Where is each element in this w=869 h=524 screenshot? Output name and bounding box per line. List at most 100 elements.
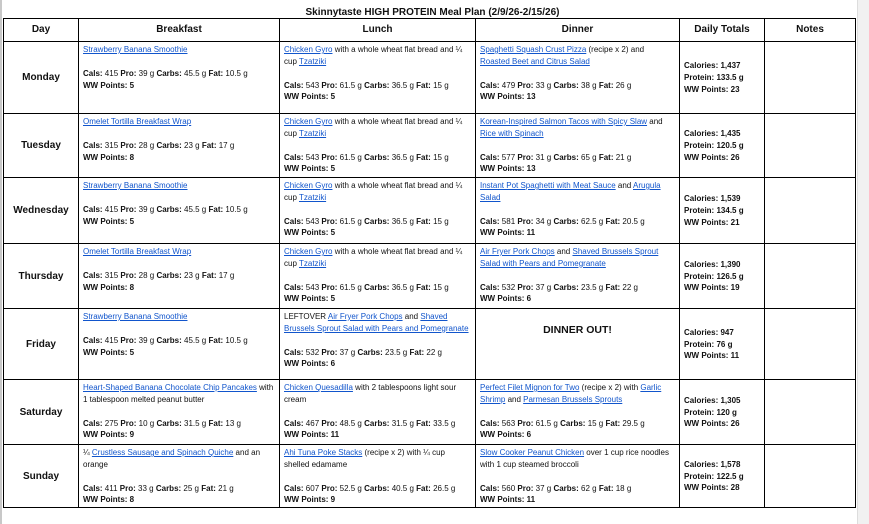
- notes-cell[interactable]: [764, 379, 856, 445]
- stat-label-fat: Fat:: [605, 418, 621, 428]
- breakfast-cell: Strawberry Banana Smoothie Cals: 415 Pro:…: [78, 41, 280, 114]
- stat-label-carbs: Carbs:: [364, 152, 390, 162]
- stat-value-pro: 61.5 g: [535, 418, 558, 428]
- meal-text: and: [554, 247, 573, 256]
- recipe-link[interactable]: Tzatziki: [298, 192, 327, 202]
- stat-value-cals: 607: [305, 483, 320, 493]
- meal-stats: Cals: 560 Pro: 37 g Carbs: 62 g Fat: 18 …: [480, 483, 675, 507]
- notes-cell[interactable]: [764, 308, 856, 380]
- meal-text: and: [615, 181, 633, 190]
- meal-description: Strawberry Banana Smoothie: [83, 180, 275, 192]
- stat-value-cals: 543: [305, 216, 320, 226]
- meal-text: and an orange: [83, 448, 261, 469]
- total-label-protein: Protein:: [684, 471, 715, 481]
- recipe-link[interactable]: Heart-Shaped Banana Chocolate Chip Panca…: [83, 383, 257, 392]
- recipe-link[interactable]: Chicken Gyro: [284, 247, 333, 256]
- stat-value-cals: 411: [104, 483, 118, 493]
- recipe-link[interactable]: Chicken Quesadilla: [284, 383, 353, 392]
- daily-totals-cell: Calories: 1,305 Protein: 120 g WW Points: …: [679, 379, 765, 445]
- recipe-link[interactable]: Perfect Filet Mignon for Two: [480, 383, 580, 392]
- stat-value-fat: 18 g: [615, 483, 632, 493]
- breakfast-cell: Strawberry Banana Smoothie Cals: 415 Pro:…: [78, 308, 280, 380]
- stat-label-pro: Pro:: [120, 68, 137, 78]
- recipe-link[interactable]: Shaved Brussels Sprout Salad with Pears …: [480, 247, 659, 268]
- recipe-link[interactable]: Parmesan Brussels Sprouts: [523, 394, 623, 404]
- stat-value-ww: 5: [330, 92, 336, 102]
- recipe-link[interactable]: Rice with Spinach: [480, 128, 544, 138]
- recipe-link[interactable]: Strawberry Banana Smoothie: [83, 181, 188, 190]
- recipe-link[interactable]: Spaghetti Squash Crust Pizza: [480, 45, 587, 54]
- header-breakfast: Breakfast: [78, 18, 280, 42]
- stat-label-cals: Cals:: [480, 152, 500, 162]
- stat-value-fat: 33.5 g: [433, 418, 456, 428]
- stat-label-fat: Fat:: [208, 204, 224, 214]
- day-cell: Sunday: [3, 443, 79, 509]
- recipe-link[interactable]: Chicken Gyro: [284, 181, 333, 190]
- daily-totals-cell: Calories: 1,390 Protein: 126.5 g WW Points…: [679, 243, 765, 309]
- recipe-link[interactable]: Tzatziki: [298, 258, 327, 268]
- total-label-ww: WW Points:: [684, 419, 729, 429]
- recipe-link[interactable]: Roasted Beet and Citrus Salad: [480, 56, 590, 66]
- recipe-link[interactable]: Shaved Brussels Sprout Salad with Pears …: [284, 312, 469, 333]
- stat-value-pro: 31 g: [535, 152, 552, 162]
- stat-value-cals: 577: [501, 152, 516, 162]
- stat-value-carbs: 23 g: [184, 270, 200, 280]
- stat-label-cals: Cals:: [284, 483, 304, 493]
- stat-label-pro: Pro:: [321, 80, 338, 90]
- recipe-link[interactable]: Omelet Tortilla Breakfast Wrap: [83, 117, 192, 126]
- stat-label-cals: Cals:: [83, 335, 103, 345]
- recipe-link[interactable]: Strawberry Banana Smoothie: [83, 312, 188, 321]
- stat-label-carbs: Carbs:: [155, 483, 182, 493]
- recipe-link[interactable]: Korean-Inspired Salmon Tacos with Spicy …: [480, 117, 648, 126]
- stat-label-fat: Fat:: [208, 68, 224, 78]
- recipe-link[interactable]: Chicken Gyro: [284, 117, 333, 126]
- meal-description: ¼ Crustless Sausage and Spinach Quiche a…: [83, 447, 275, 471]
- stat-label-carbs: Carbs:: [156, 418, 182, 428]
- lunch-cell: Chicken Quesadilla with 2 tablespoons li…: [279, 379, 476, 445]
- table-row: Thursday Omelet Tortilla Breakfast Wrap Ca…: [3, 243, 856, 309]
- stat-value-pro: 37 g: [535, 483, 552, 493]
- recipe-link[interactable]: Tzatziki: [298, 56, 327, 66]
- total-value-calories: 1,435: [720, 129, 741, 139]
- recipe-link[interactable]: Chicken Gyro: [284, 45, 333, 54]
- stat-label-carbs: Carbs:: [156, 68, 182, 78]
- notes-cell[interactable]: [764, 113, 856, 178]
- recipe-link[interactable]: Omelet Tortilla Breakfast Wrap: [83, 247, 192, 256]
- recipe-link[interactable]: Slow Cooker Peanut Chicken: [480, 448, 585, 457]
- stat-label-cals: Cals:: [480, 483, 500, 493]
- stat-value-fat: 21 g: [615, 152, 632, 162]
- notes-cell[interactable]: [764, 443, 856, 509]
- stat-label-carbs: Carbs:: [364, 282, 390, 292]
- recipe-link[interactable]: Strawberry Banana Smoothie: [83, 45, 188, 54]
- stat-label-cals: Cals:: [480, 80, 500, 90]
- dinner-cell: Instant Pot Spaghetti with Meat Sauce an…: [475, 177, 680, 244]
- header-daily-totals: Daily Totals: [679, 18, 765, 42]
- meal-stats: Cals: 532 Pro: 37 g Carbs: 23.5 g Fat: 2…: [480, 282, 675, 306]
- recipe-link[interactable]: Air Fryer Pork Chops: [327, 312, 403, 321]
- stat-label-cals: Cals:: [284, 347, 304, 357]
- stat-label-ww: WW Points:: [83, 495, 128, 505]
- stat-value-pro: 33 g: [138, 483, 154, 493]
- recipe-link[interactable]: Air Fryer Pork Chops: [480, 247, 555, 256]
- notes-cell[interactable]: [764, 41, 856, 114]
- stat-label-carbs: Carbs:: [553, 80, 579, 90]
- total-label-calories: Calories:: [684, 327, 719, 337]
- stat-label-cals: Cals:: [284, 282, 304, 292]
- total-value-protein: 122.5 g: [716, 471, 744, 481]
- meal-text: ¼: [83, 448, 92, 457]
- recipe-link[interactable]: Crustless Sausage and Spinach Quiche: [91, 448, 234, 457]
- stat-value-fat: 10.5 g: [225, 68, 248, 78]
- total-label-calories: Calories:: [684, 459, 719, 469]
- stat-value-carbs: 65 g: [581, 152, 597, 162]
- recipe-link[interactable]: Ahi Tuna Poke Stacks: [284, 448, 363, 457]
- stat-value-pro: 61.5 g: [339, 152, 362, 162]
- recipe-link[interactable]: Garlic Shrimp: [480, 383, 662, 404]
- recipe-link[interactable]: Tzatziki: [298, 128, 327, 138]
- stat-value-carbs: 38 g: [581, 80, 597, 90]
- notes-cell[interactable]: [764, 177, 856, 244]
- recipe-link[interactable]: Instant Pot Spaghetti with Meat Sauce: [480, 181, 616, 190]
- recipe-link[interactable]: Arugula Salad: [480, 181, 661, 202]
- scrollbar[interactable]: [857, 0, 869, 524]
- notes-cell[interactable]: [764, 243, 856, 309]
- header-dinner: Dinner: [475, 18, 680, 42]
